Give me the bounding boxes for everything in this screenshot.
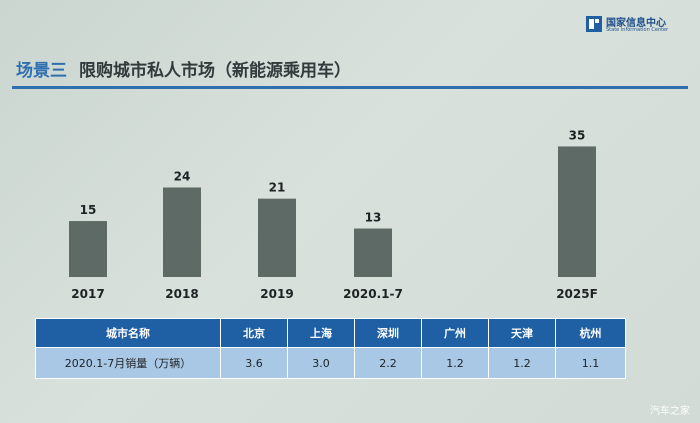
sales-table: 城市名称 北京 上海 深圳 广州 天津 杭州 2020.1-7月销量（万辆） 3…: [35, 318, 626, 379]
title-divider: [12, 86, 688, 89]
row-label: 2020.1-7月销量（万辆）: [35, 347, 221, 379]
value-label-2020.1-7: 13: [365, 211, 382, 225]
x-tick-2018: 2018: [165, 287, 198, 301]
bar-2020.1-7: [354, 228, 392, 277]
value-label-2025F: 35: [569, 128, 586, 142]
bar-2018: [163, 187, 201, 277]
header-cell-guangzhou: 广州: [421, 318, 489, 348]
title-prefix: 场景三: [16, 61, 67, 81]
header-cell-shenzhen: 深圳: [354, 318, 422, 348]
value-label-2018: 24: [174, 169, 191, 183]
bar-2025F: [558, 146, 596, 277]
header-cell-beijing: 北京: [220, 318, 288, 348]
title-text: 限购城市私人市场（新能源乘用车）: [79, 61, 351, 81]
x-tick-2020.1-7: 2020.1-7: [343, 287, 403, 301]
bar-2017: [69, 221, 107, 277]
value-label-2019: 21: [269, 181, 286, 195]
cell-shanghai: 3.0: [287, 347, 355, 379]
x-tick-2017: 2017: [71, 287, 104, 301]
cell-shenzhen: 2.2: [354, 347, 422, 379]
cell-tianjin: 1.2: [488, 347, 556, 379]
logo-name-en: State Information Center: [606, 27, 669, 33]
header-cell-shanghai: 上海: [287, 318, 355, 348]
value-label-2017: 15: [80, 203, 97, 217]
cell-beijing: 3.6: [220, 347, 288, 379]
logo: 国家信息中心 State Information Center: [586, 14, 676, 38]
slide-title: 场景三 限购城市私人市场（新能源乘用车）: [16, 56, 351, 81]
x-tick-2019: 2019: [260, 287, 293, 301]
sic-logo-icon: [586, 16, 602, 32]
table-row: 2020.1-7月销量（万辆） 3.6 3.0 2.2 1.2 1.2 1.1: [35, 347, 626, 379]
x-tick-2025F: 2025F: [556, 287, 598, 301]
header-cell-tianjin: 天津: [488, 318, 556, 348]
header-cell-hangzhou: 杭州: [555, 318, 626, 348]
bar-2019: [258, 198, 296, 277]
watermark: 汽车之家: [650, 406, 690, 417]
cell-hangzhou: 1.1: [555, 347, 626, 379]
header-cell-city-name: 城市名称: [35, 318, 221, 348]
logo-name-zh: 国家信息中心: [606, 18, 666, 29]
table-header-row: 城市名称 北京 上海 深圳 广州 天津 杭州: [35, 318, 626, 348]
cell-guangzhou: 1.2: [421, 347, 489, 379]
